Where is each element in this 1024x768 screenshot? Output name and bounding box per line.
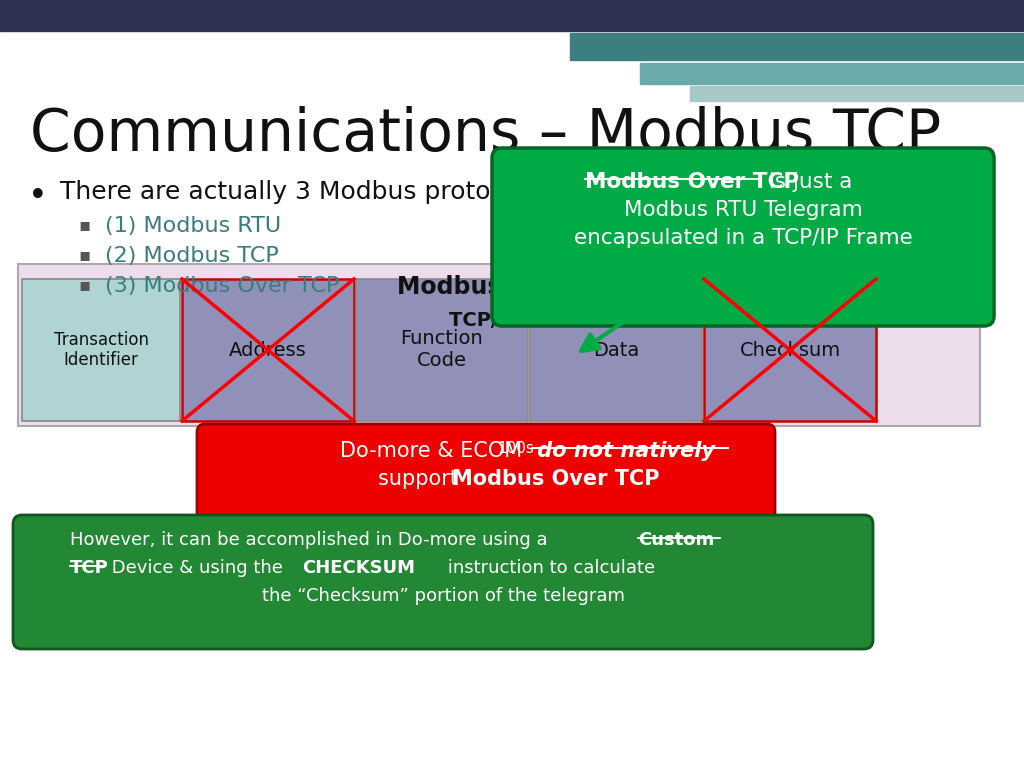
Text: Device & using the: Device & using the — [106, 559, 289, 577]
Text: ▪: ▪ — [78, 216, 90, 234]
Text: However, it can be accomplished in Do-more using a: However, it can be accomplished in Do-mo… — [70, 531, 553, 549]
Bar — [690, 86, 1024, 101]
Text: encapsulated in a TCP/IP Frame: encapsulated in a TCP/IP Frame — [573, 228, 912, 248]
Text: Modbus Over TCP: Modbus Over TCP — [585, 172, 799, 192]
Text: support: support — [378, 469, 465, 489]
Text: 100s: 100s — [497, 441, 534, 456]
Text: Data: Data — [593, 340, 639, 359]
Text: •: • — [28, 180, 48, 213]
Text: Checksum: Checksum — [739, 340, 841, 359]
Text: instruction to calculate: instruction to calculate — [442, 559, 655, 577]
Text: Modbus RTU Telegram: Modbus RTU Telegram — [624, 200, 862, 220]
Text: the “Checksum” portion of the telegram: the “Checksum” portion of the telegram — [261, 587, 625, 605]
Text: is just a: is just a — [762, 172, 852, 192]
Text: Modbus RTU Telegram: Modbus RTU Telegram — [397, 275, 693, 299]
Bar — [22, 279, 180, 421]
Text: ▪: ▪ — [78, 276, 90, 294]
Text: CHECKSUM: CHECKSUM — [302, 559, 415, 577]
Bar — [0, 0, 1024, 31]
Bar — [640, 63, 1024, 84]
Text: Transaction
Identifier: Transaction Identifier — [53, 330, 148, 369]
Text: Custom: Custom — [638, 531, 715, 549]
Bar — [18, 264, 980, 426]
Bar — [356, 279, 528, 421]
Text: Modbus Over TCP: Modbus Over TCP — [452, 469, 659, 489]
Text: ▪: ▪ — [78, 246, 90, 264]
FancyBboxPatch shape — [197, 424, 775, 526]
FancyBboxPatch shape — [492, 148, 994, 326]
Text: Communications – Modbus TCP: Communications – Modbus TCP — [30, 106, 941, 163]
Text: TCP/IP Frame: TCP/IP Frame — [450, 311, 595, 330]
Text: There are actually 3 Modbus protocols: There are actually 3 Modbus protocols — [60, 180, 540, 204]
Text: (2) Modbus TCP: (2) Modbus TCP — [105, 246, 279, 266]
Bar — [570, 33, 1024, 60]
Bar — [530, 279, 702, 421]
Bar — [705, 279, 876, 421]
Text: TCP: TCP — [70, 559, 109, 577]
Text: (3) Modbus Over TCP: (3) Modbus Over TCP — [105, 276, 339, 296]
FancyBboxPatch shape — [13, 515, 873, 649]
Text: Function
Code: Function Code — [400, 329, 483, 370]
Text: do not natively: do not natively — [530, 441, 715, 461]
Text: (1) Modbus RTU: (1) Modbus RTU — [105, 216, 282, 236]
Bar — [182, 279, 354, 421]
Text: Do-more & ECOM: Do-more & ECOM — [340, 441, 522, 461]
Text: Address: Address — [229, 340, 307, 359]
